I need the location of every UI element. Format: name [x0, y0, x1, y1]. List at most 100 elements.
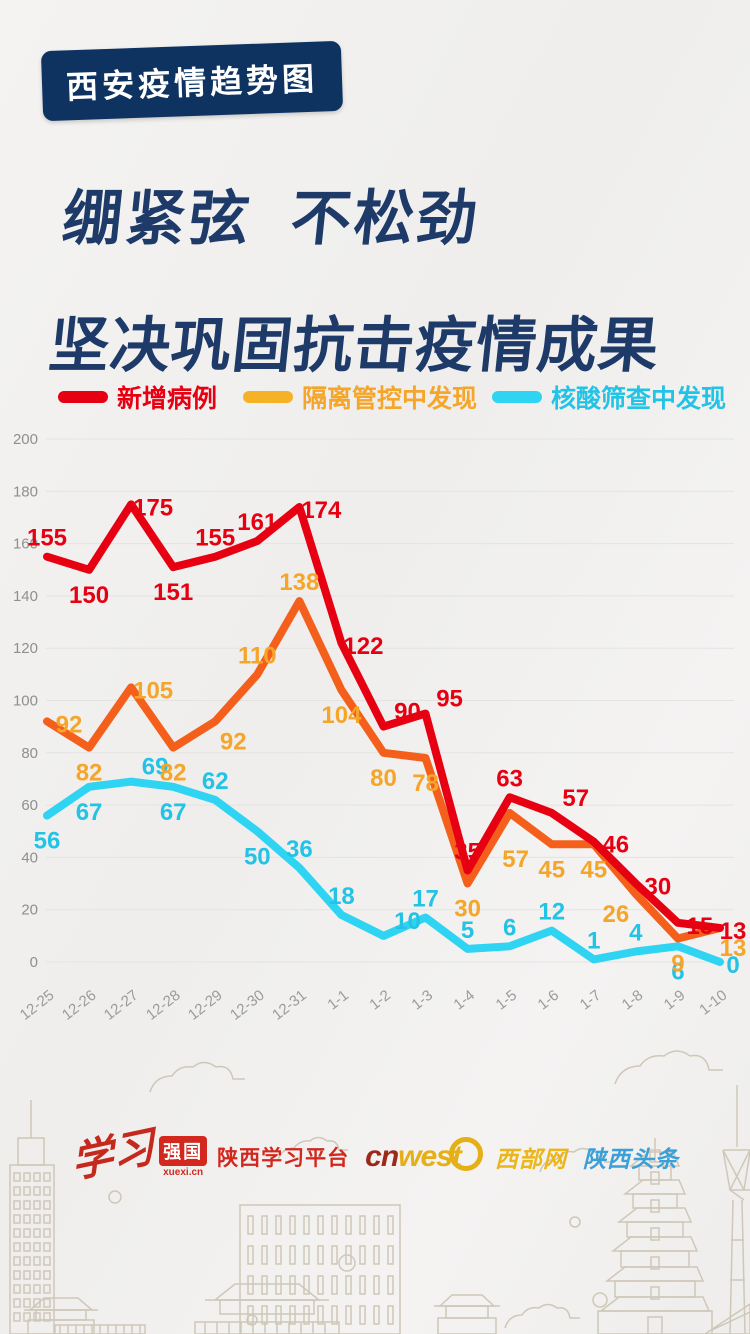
office-building-outline	[239, 1204, 401, 1334]
legend-item-screening: 核酸筛查中发现	[492, 382, 727, 413]
y-tick-label: 120	[13, 640, 38, 657]
x-tick-label: 1-2	[366, 987, 394, 1014]
data-label: 155	[195, 525, 235, 552]
series-line-2	[43, 777, 724, 966]
data-label: 104	[321, 702, 362, 729]
data-label: 56	[34, 828, 61, 855]
y-tick-label: 0	[30, 954, 38, 971]
tv-tower-outline	[704, 1085, 750, 1334]
data-label: 92	[220, 728, 247, 755]
data-label: 57	[502, 846, 529, 873]
x-tick-label: 1-9	[661, 987, 689, 1014]
legend-label: 核酸筛查中发现	[551, 385, 727, 413]
legend-swatch-cyan	[492, 391, 542, 403]
data-label: 30	[454, 896, 481, 923]
data-label: 36	[286, 836, 313, 863]
data-label: 151	[153, 579, 193, 606]
data-label: 1	[587, 927, 600, 954]
x-tick-label: 12-30	[227, 987, 268, 1024]
data-label: 12	[538, 899, 565, 926]
legend-label: 隔离管控中发现	[302, 385, 478, 413]
qiangguo-label: 强国	[159, 1136, 208, 1166]
xuexi-url: xuexi.cn	[163, 1167, 204, 1178]
x-tick-label: 12-27	[101, 987, 142, 1024]
x-tick-label: 1-5	[493, 987, 521, 1014]
data-label: 69	[142, 754, 169, 781]
x-tick-label: 12-31	[269, 987, 310, 1024]
data-label: 82	[160, 760, 187, 787]
data-label: 92	[56, 711, 83, 738]
cnwest-logo: cn west	[365, 1137, 483, 1174]
y-tick-label: 80	[21, 745, 38, 762]
data-label: 80	[370, 765, 397, 792]
y-tick-label: 160	[13, 536, 38, 553]
pavilion-outline	[434, 1294, 500, 1334]
data-label: 4	[629, 920, 643, 947]
data-label: 95	[436, 686, 463, 713]
data-label: 67	[160, 799, 187, 826]
cnwest-cn-text: cn	[365, 1140, 399, 1173]
y-tick-label: 60	[21, 797, 38, 814]
skyscraper-outline	[9, 1100, 55, 1334]
x-tick-label: 12-25	[17, 987, 58, 1024]
legend-swatch-yellow	[243, 391, 293, 403]
x-tick-label: 1-7	[577, 987, 605, 1014]
y-tick-label: 40	[21, 849, 38, 866]
x-tick-label: 12-26	[59, 987, 100, 1024]
data-label: 138	[279, 569, 319, 596]
data-label: 122	[343, 633, 383, 660]
legend-item-new-cases: 新增病例	[58, 382, 217, 413]
data-label: 18	[328, 883, 355, 910]
data-label: 35	[454, 838, 481, 865]
footer-logos: 学习 强国 xuexi.cn 陕西学习平台 cn west 西部网 陕西头条	[0, 1124, 750, 1187]
data-label: 57	[562, 785, 589, 812]
circle-decoration	[108, 1190, 608, 1326]
data-label: 174	[301, 497, 342, 524]
x-tick-label: 1-10	[696, 987, 730, 1019]
shaanxi-platform-label: 陕西学习平台	[217, 1147, 350, 1170]
data-label: 45	[538, 856, 565, 883]
series-line-0	[43, 500, 724, 932]
y-tick-label: 140	[13, 588, 38, 605]
window-grid	[13, 1172, 394, 1325]
data-label: 50	[244, 843, 271, 870]
toutiao-label: 陕西头条	[582, 1146, 679, 1172]
legend-item-quarantine: 隔离管控中发现	[243, 382, 478, 413]
data-label: 63	[496, 765, 523, 792]
hall-outline	[194, 1283, 340, 1334]
data-label: 62	[202, 768, 229, 795]
y-tick-label: 200	[13, 431, 38, 448]
pagoda-outline	[597, 1138, 713, 1334]
x-tick-label: 12-29	[185, 987, 226, 1024]
data-label: 161	[237, 509, 277, 536]
y-tick-label: 20	[21, 902, 38, 919]
chart-legend: 新增病例 隔离管控中发现 核酸筛查中发现	[0, 382, 750, 416]
city-wall-outline	[54, 1324, 146, 1334]
cloud-icon	[149, 1050, 723, 1329]
legend-swatch-red	[58, 391, 108, 403]
data-label: 0	[726, 952, 739, 979]
data-label: 46	[602, 832, 629, 859]
x-tick-label: 1-6	[535, 987, 563, 1014]
x-tick-label: 12-28	[143, 987, 184, 1024]
data-label: 15	[687, 913, 714, 940]
data-label: 6	[671, 958, 684, 985]
data-label: 9	[671, 950, 684, 977]
qiangguo-logo: 强国 xuexi.cn	[159, 1136, 208, 1178]
data-label: 175	[133, 494, 173, 521]
data-label: 78	[412, 770, 439, 797]
data-label: 13	[720, 935, 747, 962]
y-tick-label: 180	[13, 483, 38, 500]
data-label: 26	[602, 901, 629, 928]
data-label: 5	[461, 917, 474, 944]
xibuwang-label: 西部网	[494, 1146, 567, 1172]
xuexi-calligraphy-logo: 学习	[69, 1124, 157, 1188]
data-label: 155	[27, 525, 67, 552]
x-tick-label: 1-3	[408, 987, 436, 1014]
y-tick-label: 100	[13, 693, 38, 710]
data-label: 10	[394, 908, 421, 935]
data-label: 110	[238, 642, 277, 669]
